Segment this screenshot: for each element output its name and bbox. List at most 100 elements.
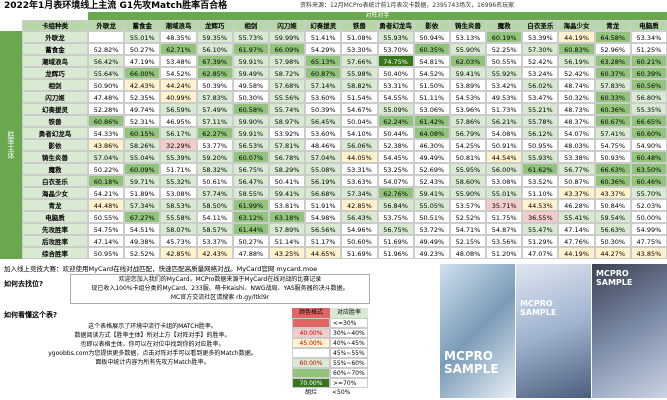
cell: 60.15% bbox=[124, 127, 161, 139]
cell: 66.00% bbox=[124, 67, 161, 79]
cell: 55.32% bbox=[160, 175, 197, 187]
find-title: 如何去找位? bbox=[4, 280, 44, 288]
column-header: 潮域浪鸟 bbox=[160, 20, 197, 31]
cell: 55.56% bbox=[268, 91, 306, 103]
cell: 50.95% bbox=[88, 247, 125, 259]
cell: 54.52% bbox=[413, 67, 450, 79]
cell: 53.92% bbox=[268, 127, 306, 139]
row-header: 外联龙 bbox=[22, 31, 88, 43]
legend-header: 颜色格式 bbox=[292, 308, 330, 318]
cell: 63.28% bbox=[594, 55, 631, 67]
cell: 50.27% bbox=[124, 43, 161, 55]
cell: 50.30% bbox=[594, 235, 631, 247]
cell: 57.04% bbox=[88, 151, 125, 163]
cell: 53.89% bbox=[449, 79, 487, 91]
cell: 54.99% bbox=[630, 223, 667, 235]
cell: 57.81% bbox=[268, 139, 306, 151]
cell: 55.05% bbox=[413, 199, 450, 211]
cell: 56.68% bbox=[305, 187, 342, 199]
row-header: 闪刀姬 bbox=[22, 91, 88, 103]
cell: 35.71% bbox=[486, 199, 523, 211]
cell: 53.52% bbox=[522, 175, 559, 187]
legend-swatch: 70.00% bbox=[292, 378, 330, 388]
cell: 65.13% bbox=[305, 55, 342, 67]
cell: 74.75% bbox=[377, 55, 414, 67]
legend-range: 55%~60% bbox=[330, 358, 368, 368]
cell: 43.86% bbox=[88, 139, 125, 151]
cell: 58.50% bbox=[196, 199, 233, 211]
cell: 56.78% bbox=[268, 151, 306, 163]
cell: 62.76% bbox=[377, 187, 414, 199]
cell: 59.90% bbox=[232, 115, 269, 127]
legend-range: 45%~55% bbox=[330, 348, 368, 358]
cell: 60.36% bbox=[594, 103, 631, 115]
cell: 50.91% bbox=[486, 139, 523, 151]
column-header: 幻奏援灵 bbox=[305, 20, 342, 31]
cell: 48.08% bbox=[449, 247, 487, 259]
cell: 59.41% bbox=[268, 187, 306, 199]
cell: 60.19% bbox=[486, 31, 523, 43]
cell: 32.29% bbox=[160, 139, 197, 151]
cell: 43.37% bbox=[594, 187, 631, 199]
column-header: 蓄食金 bbox=[124, 20, 161, 31]
cell: 55.39% bbox=[160, 151, 197, 163]
cell: 42.85% bbox=[341, 199, 378, 211]
title: 2022年1月表环境线上主流 G1先攻Match胜率百合格 bbox=[4, 1, 228, 11]
cell: 50.39% bbox=[305, 103, 342, 115]
read-line: 这个表格展示了环境中流行卡组的MATCH胜率。 bbox=[88, 323, 217, 330]
cell: 54.45% bbox=[377, 151, 414, 163]
cell: 59.54% bbox=[594, 211, 631, 223]
cell: 50.93% bbox=[594, 151, 631, 163]
cell: 64.58% bbox=[594, 31, 631, 43]
cell: 52.82% bbox=[88, 43, 125, 55]
read-line: 数据阅读方式【胜率主体】所对上方【对阵对手】的胜率。 bbox=[74, 332, 231, 339]
cell: 54.67% bbox=[341, 103, 378, 115]
cell: 56.53% bbox=[232, 139, 269, 151]
cell: 56.21% bbox=[486, 115, 523, 127]
cell: 52.38% bbox=[377, 139, 414, 151]
cell: 44.65% bbox=[305, 247, 342, 259]
column-header: 魔救 bbox=[486, 20, 523, 31]
cell: 57.34% bbox=[341, 187, 378, 199]
legend-range: >=70% bbox=[330, 378, 368, 388]
cell: 56.79% bbox=[449, 127, 487, 139]
cell: 55.47% bbox=[522, 223, 559, 235]
row-header: 综合胜率 bbox=[22, 247, 88, 259]
cell: 57.30% bbox=[522, 43, 559, 55]
cell: 55.95% bbox=[449, 163, 487, 175]
column-header: 铁兽 bbox=[341, 20, 378, 31]
cell: 50.51% bbox=[413, 211, 450, 223]
cell: 54.10% bbox=[341, 127, 378, 139]
cell: 58.53% bbox=[160, 199, 197, 211]
cell: 52.42% bbox=[522, 55, 559, 67]
cell: 60.60% bbox=[630, 127, 667, 139]
cell: 51.10% bbox=[522, 187, 559, 199]
cell: 58.26% bbox=[124, 139, 161, 151]
cell: 50.87% bbox=[558, 175, 595, 187]
read-line: 也即以表格主体，你可以在对位中找到你的对应胜率。 bbox=[80, 341, 225, 348]
cell: 48.37% bbox=[558, 115, 595, 127]
cell: 53.75% bbox=[377, 211, 414, 223]
row-header: 魔救 bbox=[22, 163, 88, 175]
column-header: 闪刀姬 bbox=[268, 20, 306, 31]
cell: 51.96% bbox=[377, 247, 414, 259]
cell: 60.35% bbox=[413, 43, 450, 55]
cell: 57.04% bbox=[305, 151, 342, 163]
cell: 47.14% bbox=[558, 223, 595, 235]
read-line: ygoobbs.com为您提供更多数据，点击对阵对手可以看到更多的Match数据… bbox=[48, 350, 257, 357]
cell: 48.46% bbox=[305, 139, 342, 151]
cell: 42.43% bbox=[196, 247, 233, 259]
cell: 50.84% bbox=[594, 199, 631, 211]
cell: 52.43% bbox=[413, 175, 450, 187]
cell: 53.08% bbox=[486, 175, 523, 187]
cell: 51.11% bbox=[413, 91, 450, 103]
cell: 54.71% bbox=[449, 223, 487, 235]
cell: 61.42% bbox=[413, 115, 450, 127]
cell: 43.25% bbox=[268, 247, 306, 259]
cell: 54.11% bbox=[196, 211, 233, 223]
cell: 60.48% bbox=[630, 151, 667, 163]
cell: 54.52% bbox=[160, 67, 197, 79]
row-header: 龙辉巧 bbox=[22, 67, 88, 79]
cell: 64.08% bbox=[413, 127, 450, 139]
